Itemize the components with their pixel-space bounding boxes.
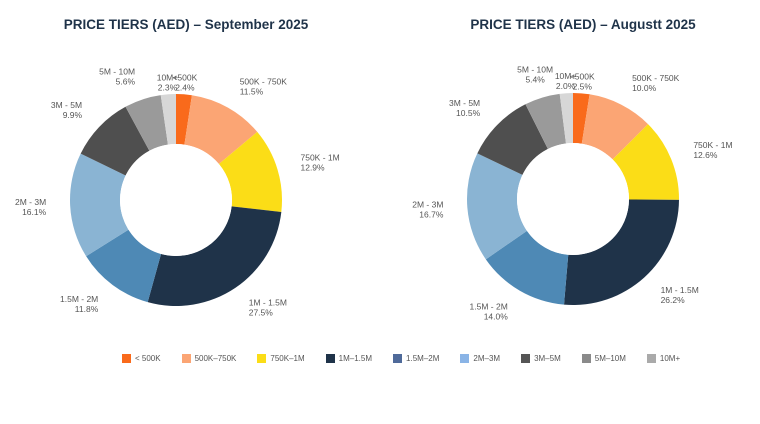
- legend-swatch: [257, 354, 267, 363]
- slice-value-label: 2.0%: [556, 81, 576, 91]
- legend-swatch: [181, 354, 191, 363]
- legend-swatch: [521, 354, 531, 363]
- slice-category-label: <500K: [172, 72, 197, 82]
- slice-value-label: 11.8%: [75, 304, 99, 314]
- legend-item: 750K–1M: [257, 354, 305, 363]
- slice-category-label: 500K - 750K: [240, 77, 288, 87]
- legend-label: 10M+: [659, 354, 681, 363]
- donut-slice: [86, 229, 162, 303]
- chart-title-august: PRICE TIERS (AED) – Augustt 2025: [470, 17, 696, 32]
- donut-slice: [147, 206, 282, 307]
- slice-category-label: 5M - 10M: [517, 65, 553, 75]
- legend-swatch: [122, 354, 131, 363]
- slice-category-label: 2M - 3M: [15, 197, 46, 207]
- legend-label: 1M–1.5M: [338, 354, 373, 363]
- donut-slice: [467, 153, 527, 260]
- chart-title-september: PRICE TIERS (AED) – September 2025: [63, 17, 309, 32]
- slice-category-label: 1.5M - 2M: [60, 294, 98, 304]
- donut-slice: [125, 95, 168, 151]
- legend-item: 1.5M–2M: [393, 354, 439, 363]
- legend-label: < 500K: [135, 354, 161, 363]
- slice-value-label: 2.4%: [175, 82, 195, 92]
- slice-category-label: 3M - 5M: [449, 98, 480, 108]
- donut-slice: [176, 94, 192, 145]
- legend-label: 750K–1M: [270, 354, 305, 363]
- slice-category-label: 500K - 750K: [632, 73, 680, 83]
- donut-slice: [564, 199, 679, 305]
- slice-value-label: 2.3%: [158, 82, 178, 92]
- slice-category-label: <500K: [570, 71, 595, 81]
- legend-item: 500K–750K: [181, 354, 237, 363]
- slice-category-label: 1M - 1.5M: [661, 285, 699, 295]
- legend-item: 1M–1.5M: [325, 354, 373, 363]
- slice-category-label: 1.5M - 2M: [470, 301, 508, 311]
- slice-category-label: 3M - 5M: [51, 100, 82, 110]
- slice-value-label: 9.9%: [63, 110, 83, 120]
- donut-slice: [69, 153, 129, 257]
- slice-value-label: 16.1%: [22, 207, 47, 217]
- legend-item: 10M+: [646, 354, 681, 363]
- legend-swatch: [325, 354, 335, 363]
- donut-slice: [184, 95, 258, 165]
- donut-slice: [485, 230, 569, 305]
- slice-category-label: 750K - 1M: [300, 153, 339, 163]
- legend-item: 3M–5M: [521, 354, 561, 363]
- legend-swatch: [393, 354, 403, 363]
- slice-value-label: 5.4%: [525, 75, 545, 85]
- donut-slice: [160, 94, 176, 145]
- donut-slice: [559, 93, 573, 144]
- legend-swatch: [581, 354, 591, 363]
- slice-value-label: 14.0%: [484, 311, 509, 321]
- legend-label: 500K–750K: [194, 354, 237, 363]
- legend: < 500K 500K–750K 750K–1M 1M–1.5M 1.5M–2M 2M–3…: [122, 354, 701, 363]
- slice-category-label: 750K - 1M: [693, 140, 732, 150]
- slice-category-label: 10M+: [555, 71, 577, 81]
- slice-value-label: 5.6%: [116, 77, 136, 87]
- donut-slice: [581, 94, 649, 160]
- legend-item: 2M–3M: [460, 354, 500, 363]
- slice-value-label: 26.2%: [661, 295, 686, 305]
- slice-value-label: 11.5%: [240, 87, 264, 97]
- donut-slice: [573, 93, 590, 144]
- donut-slice: [80, 106, 150, 176]
- legend-swatch: [646, 354, 656, 363]
- donut-slice: [525, 93, 566, 149]
- slice-value-label: 12.9%: [300, 163, 325, 173]
- legend-label: 2M–3M: [473, 354, 501, 363]
- slice-category-label: 1M - 1.5M: [249, 298, 287, 308]
- slice-value-label: 16.7%: [419, 209, 444, 219]
- donut-slice: [218, 131, 282, 212]
- slice-value-label: 10.5%: [456, 108, 481, 118]
- donut-hole: [120, 144, 232, 256]
- slice-value-label: 10.0%: [632, 83, 657, 93]
- legend-label: 5M–10M: [594, 354, 626, 363]
- slice-value-label: 27.5%: [249, 308, 274, 318]
- legend-item: 5M–10M: [581, 354, 626, 363]
- slice-value-label: 2.5%: [573, 81, 593, 91]
- slice-category-label: 2M - 3M: [412, 199, 443, 209]
- donut-slice: [477, 104, 548, 175]
- legend-label: 1.5M–2M: [406, 354, 440, 363]
- legend-label: 3M–5M: [534, 354, 561, 363]
- donut-hole: [517, 143, 629, 255]
- slice-value-label: 12.6%: [693, 150, 718, 160]
- slice-category-label: 5M - 10M: [99, 67, 135, 77]
- legend-item: < 500K: [122, 354, 161, 363]
- donut-slice: [612, 124, 679, 200]
- slice-category-label: 10M+: [157, 72, 179, 82]
- legend-swatch: [460, 354, 470, 363]
